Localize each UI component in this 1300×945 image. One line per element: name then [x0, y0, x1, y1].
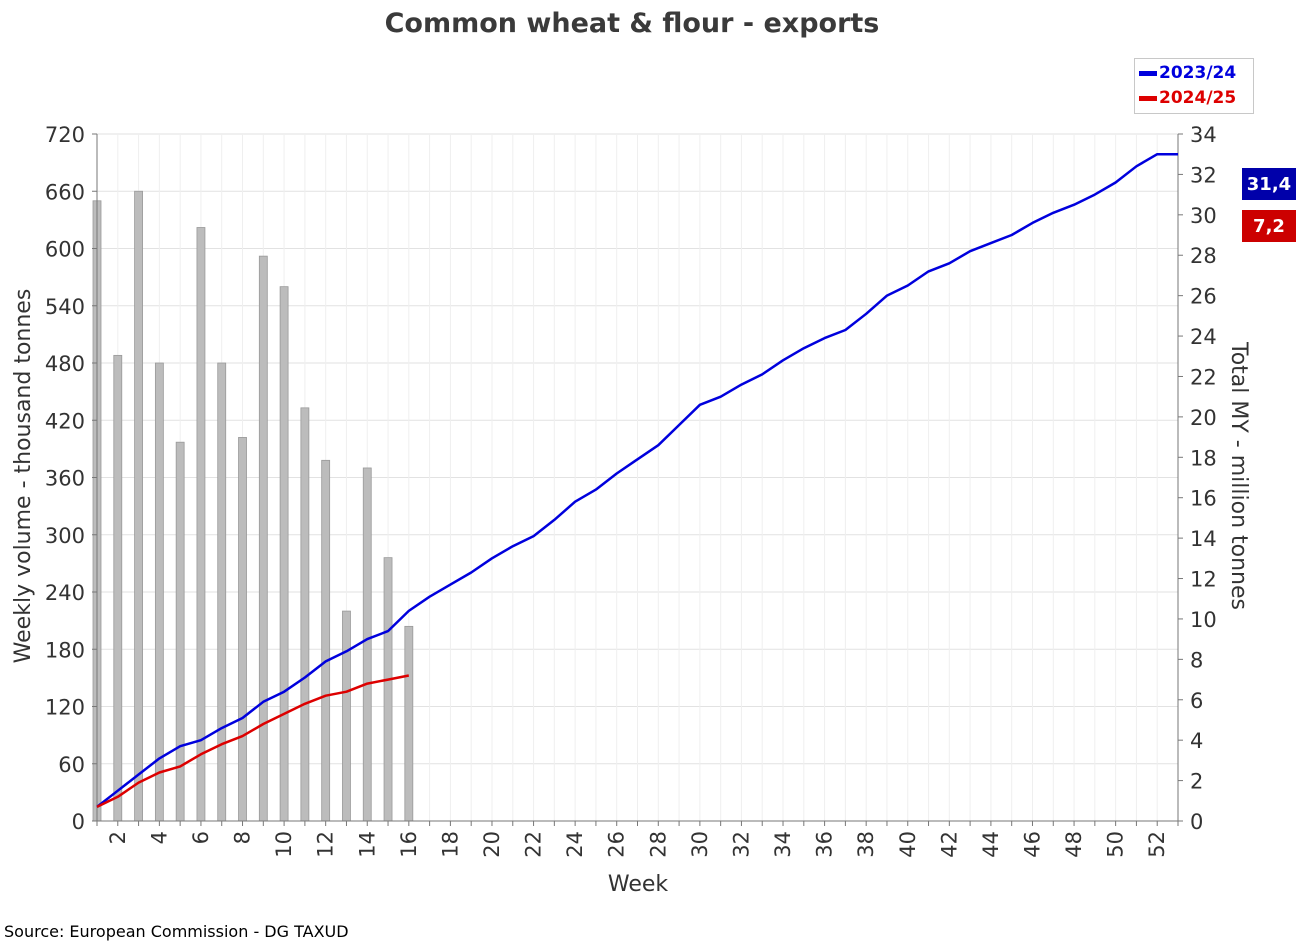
x-tick-label: 36: [813, 831, 837, 858]
bar: [238, 437, 247, 822]
series-line-2024-25: [96, 674, 410, 809]
y-right-tick-label: 4: [1190, 729, 1203, 753]
end-value-badge-2024-25: 7,2: [1242, 210, 1296, 242]
axes-layer: 0601201802403003604204805406006607200246…: [45, 123, 1217, 858]
x-tick-label: 16: [397, 831, 421, 858]
bar: [362, 467, 372, 822]
y-left-tick-label: 0: [72, 810, 85, 834]
x-tick-label: 24: [563, 831, 587, 858]
y-right-tick-label: 30: [1190, 204, 1217, 228]
y-right-tick-label: 32: [1190, 163, 1217, 187]
y-right-tick-label: 6: [1190, 689, 1203, 713]
y-right-tick-label: 0: [1190, 810, 1203, 834]
y-axis-right-label: Total MY - million tonnes: [1226, 341, 1251, 610]
legend: 2023/24 2024/25: [1134, 58, 1254, 114]
y-left-tick-label: 120: [45, 696, 85, 720]
y-left-tick-label: 60: [58, 753, 85, 777]
bars-layer: [92, 190, 414, 822]
x-tick-label: 38: [854, 831, 878, 858]
bar: [113, 354, 123, 822]
y-left-tick-label: 360: [45, 467, 85, 491]
x-tick-label: 32: [729, 831, 753, 858]
y-left-tick-label: 720: [45, 123, 85, 147]
x-tick-label: 18: [438, 831, 462, 858]
bar: [321, 459, 331, 822]
legend-label-2024-25: 2024/25: [1159, 88, 1237, 108]
y-left-tick-label: 600: [45, 238, 85, 262]
x-tick-label: 42: [937, 831, 961, 858]
bar: [258, 255, 268, 822]
x-tick-label: 26: [605, 831, 629, 858]
x-tick-label: 6: [189, 831, 213, 844]
bar: [154, 362, 164, 822]
x-tick-label: 44: [979, 831, 1003, 858]
x-tick-label: 14: [355, 831, 379, 858]
legend-label-2023-24: 2023/24: [1159, 63, 1237, 83]
y-right-tick-label: 12: [1190, 568, 1217, 592]
x-tick-label: 20: [480, 831, 504, 858]
y-right-tick-label: 34: [1190, 123, 1217, 147]
legend-swatch-2024-25: [1139, 95, 1157, 101]
bar: [279, 286, 289, 822]
y-left-tick-label: 540: [45, 295, 85, 319]
x-tick-label: 50: [1104, 831, 1128, 858]
series-line-2023-24: [96, 152, 1178, 808]
y-right-tick-label: 10: [1190, 608, 1217, 632]
bar: [196, 227, 206, 822]
x-tick-label: 10: [272, 831, 296, 858]
x-tick-label: 4: [147, 831, 171, 844]
y-right-tick-label: 28: [1190, 244, 1217, 268]
y-right-tick-label: 18: [1190, 446, 1217, 470]
y-axis-left-label: Weekly volume - thousand tonnes: [11, 289, 36, 664]
y-right-tick-label: 20: [1190, 406, 1217, 430]
x-tick-label: 52: [1145, 831, 1169, 858]
lines-layer: [96, 152, 1178, 809]
chart-title: Common wheat & flour - exports: [384, 8, 880, 39]
x-tick-label: 28: [646, 831, 670, 858]
legend-swatch-2023-24: [1139, 70, 1157, 76]
x-tick-label: 12: [314, 831, 338, 858]
source-note: Source: European Commission - DG TAXUD: [4, 922, 349, 941]
y-right-tick-label: 24: [1190, 325, 1217, 349]
y-right-tick-label: 16: [1190, 487, 1217, 511]
x-tick-label: 2: [106, 831, 130, 844]
bar: [134, 190, 143, 822]
x-tick-label: 46: [1020, 831, 1044, 858]
legend-item-2024-25: 2024/25: [1139, 87, 1236, 109]
x-tick-label: 8: [231, 831, 255, 844]
y-left-tick-label: 480: [45, 352, 85, 376]
y-right-tick-label: 26: [1190, 285, 1217, 309]
end-value-badge-2023-24: 31,4: [1242, 168, 1296, 200]
y-right-tick-label: 22: [1190, 365, 1217, 389]
x-tick-label: 34: [771, 831, 795, 858]
bar: [300, 407, 310, 822]
bar: [383, 557, 393, 822]
x-tick-label: 48: [1062, 831, 1086, 858]
legend-item-2023-24: 2023/24: [1139, 62, 1236, 84]
bar: [342, 610, 351, 822]
y-right-tick-label: 8: [1190, 648, 1203, 672]
y-right-tick-label: 14: [1190, 527, 1217, 551]
y-left-tick-label: 660: [45, 180, 85, 204]
x-tick-label: 22: [522, 831, 546, 858]
y-left-tick-label: 240: [45, 581, 85, 605]
y-left-tick-label: 300: [45, 524, 85, 548]
y-left-tick-label: 180: [45, 638, 85, 662]
x-axis-label: Week: [608, 872, 669, 897]
y-right-tick-label: 2: [1190, 770, 1203, 794]
bar: [404, 625, 414, 822]
x-tick-label: 40: [896, 831, 920, 858]
bar: [217, 362, 227, 822]
x-tick-label: 30: [688, 831, 712, 858]
y-left-tick-label: 420: [45, 409, 85, 433]
